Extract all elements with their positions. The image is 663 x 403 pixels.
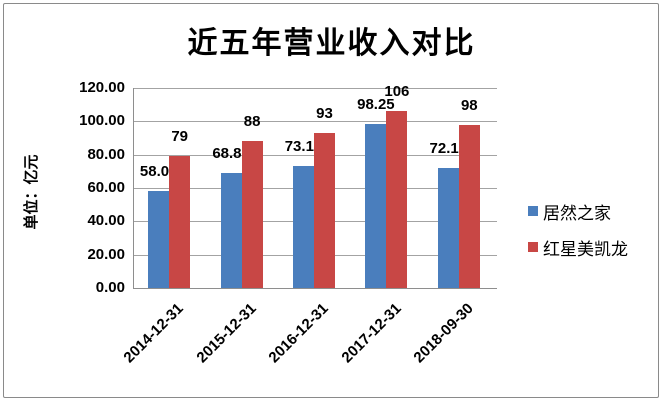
- x-axis-label: 2018-09-30: [410, 300, 477, 367]
- legend: 居然之家 红星美凯龙: [528, 200, 628, 272]
- data-label-s1-c4: 98: [460, 96, 478, 114]
- data-label-s1-c0: 79: [171, 128, 189, 146]
- chart-title: 近五年营业收入对比: [187, 26, 476, 61]
- bar-s0-c2: [293, 166, 314, 288]
- bar-s0-c4: [437, 167, 459, 288]
- data-label-s0-c2: 73.17: [284, 138, 323, 156]
- gridline: [133, 88, 497, 89]
- data-label-s0-c3: 98.25: [357, 96, 395, 114]
- legend-label: 红星美凯龙: [543, 239, 628, 260]
- data-label-s0-c4: 72.15: [429, 139, 468, 157]
- legend-swatch-icon: [528, 206, 538, 216]
- data-label-s1-c3: 106: [384, 83, 410, 101]
- legend-item-1: 红星美凯龙: [528, 236, 628, 260]
- bar-s1-c3: [386, 111, 408, 288]
- bar-s0-c0: [148, 191, 170, 288]
- x-axis-label: 2016-12-31: [265, 300, 333, 367]
- y-tick-label: 80.00: [87, 145, 125, 163]
- data-label-s1-c1: 88: [243, 113, 261, 131]
- y-tick-label: 100.00: [79, 112, 125, 130]
- data-label-s0-c0: 58.02: [139, 163, 178, 181]
- bar-s1-c0: [169, 156, 191, 288]
- bar-s1-c4: [458, 124, 480, 288]
- legend-swatch-icon: [528, 242, 538, 252]
- bar-s1-c2: [314, 133, 335, 288]
- y-tick-label: 40.00: [87, 212, 125, 230]
- x-axis-line: [133, 288, 497, 289]
- bar-s0-c3: [365, 124, 387, 288]
- x-axis-label: 2017-12-31: [338, 300, 405, 367]
- data-label-s1-c2: 93: [316, 105, 333, 122]
- legend-item-0: 居然之家: [528, 200, 628, 224]
- x-axis-label: 2014-12-31: [120, 300, 188, 367]
- data-label-s0-c1: 68.89: [212, 145, 250, 163]
- y-tick-label: 0.00: [95, 279, 125, 296]
- y-axis-line: [133, 88, 134, 288]
- bar-s1-c1: [241, 141, 263, 288]
- y-tick-label: 20.00: [87, 245, 125, 263]
- y-axis-title: 单位：亿元: [22, 154, 40, 230]
- y-tick-label: 60.00: [87, 179, 125, 196]
- gridline: [133, 121, 497, 123]
- legend-label: 居然之家: [543, 203, 611, 224]
- x-axis-label: 2015-12-31: [193, 300, 260, 367]
- bar-s0-c1: [220, 173, 242, 288]
- y-tick-label: 120.00: [79, 79, 125, 96]
